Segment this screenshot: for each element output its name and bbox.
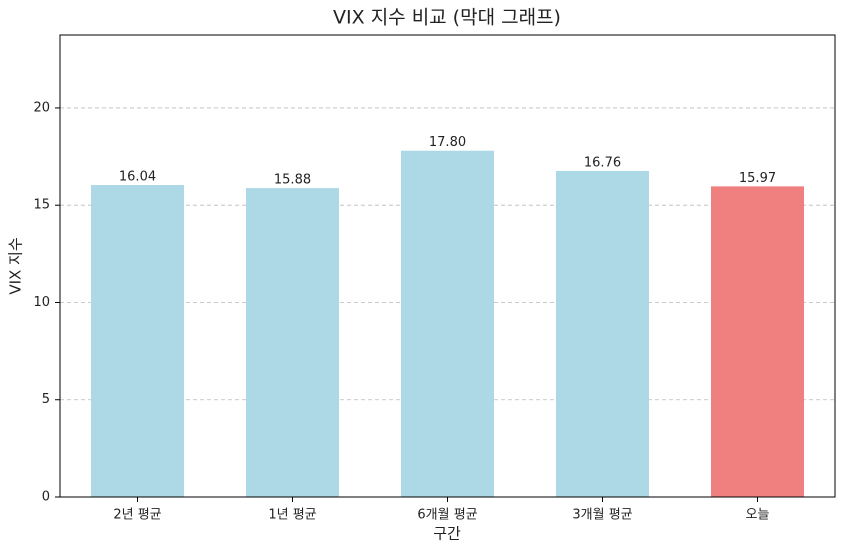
x-tick-label: 오늘 (746, 508, 770, 523)
y-tick-label: 0 (42, 490, 50, 505)
chart-title: VIX 지수 비교 (막대 그래프) (333, 7, 561, 29)
value-label: 15.97 (739, 171, 776, 186)
value-label: 16.76 (584, 155, 621, 170)
value-label: 17.80 (429, 135, 466, 150)
x-tick-label: 6개월 평균 (417, 508, 477, 523)
y-tick-label: 15 (33, 198, 50, 213)
value-label: 15.88 (274, 173, 311, 188)
bar (91, 184, 184, 497)
x-tick-label: 3개월 평균 (572, 508, 632, 523)
plot-frame (59, 34, 836, 498)
bar (711, 186, 804, 497)
y-axis-label: VIX 지수 (7, 237, 25, 294)
value-label: 16.04 (119, 169, 156, 184)
y-tick-label: 5 (42, 392, 50, 407)
x-tick-label: 1년 평균 (268, 508, 316, 523)
y-tick-label: 20 (33, 100, 50, 115)
bar (401, 150, 494, 497)
bar (246, 188, 339, 497)
bar (556, 170, 649, 498)
x-tick-label: 2년 평균 (113, 508, 161, 523)
y-tick-label: 10 (33, 295, 50, 310)
x-axis-label: 구간 (433, 525, 461, 543)
